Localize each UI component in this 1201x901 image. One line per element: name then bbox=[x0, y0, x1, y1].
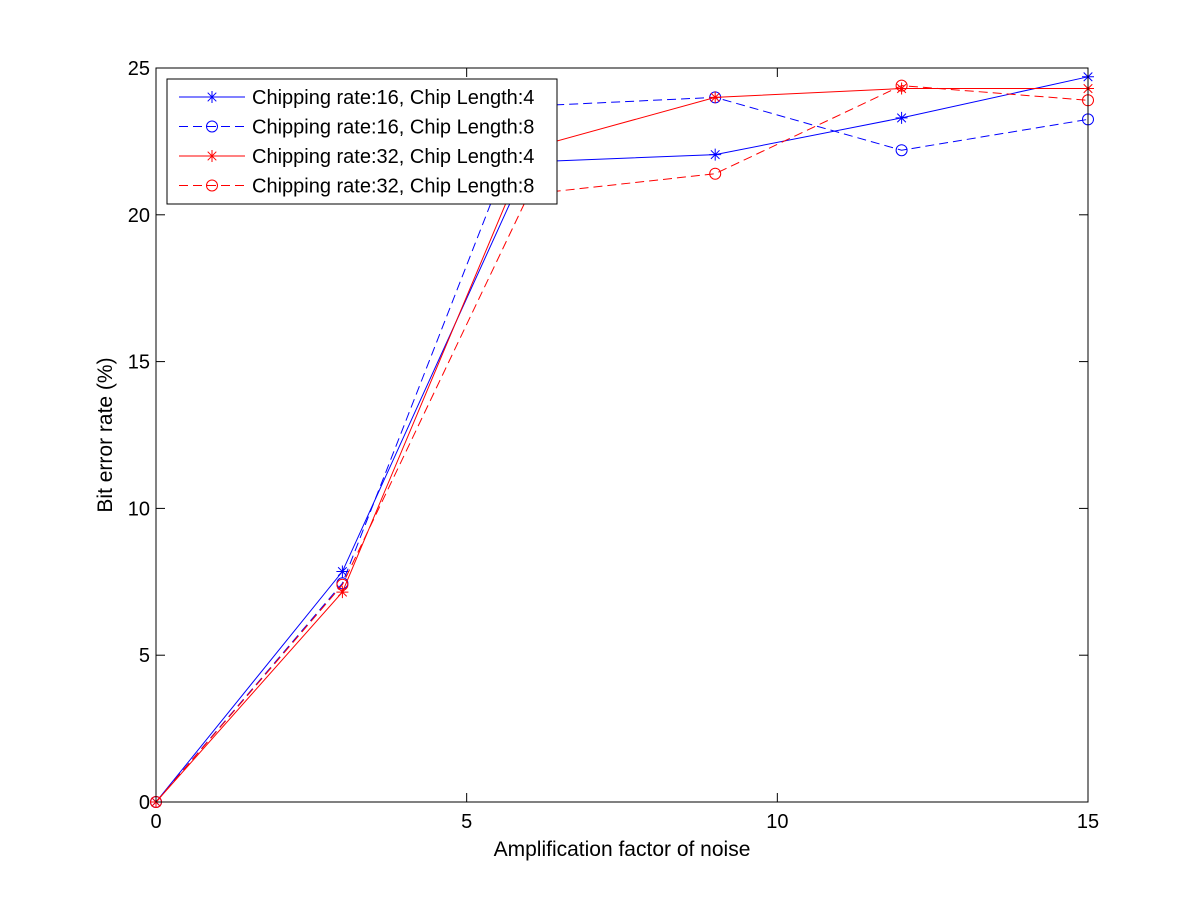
legend-item: Chipping rate:16, Chip Length:4 bbox=[179, 87, 534, 109]
x-axis-label: Amplification factor of noise bbox=[494, 838, 751, 861]
series-4-point bbox=[709, 167, 722, 180]
series-1-line bbox=[155, 76, 1089, 803]
series-3-line bbox=[155, 88, 1088, 803]
series-3-point bbox=[895, 82, 908, 95]
legend-label: Chipping rate:32, Chip Length:8 bbox=[252, 176, 534, 198]
y-tick-label: 20 bbox=[128, 205, 150, 227]
x-tick-label: 10 bbox=[766, 811, 788, 833]
y-axis-label: Bit error rate (%) bbox=[94, 357, 117, 512]
y-tick-label: 25 bbox=[128, 58, 150, 80]
series-1-point bbox=[336, 565, 349, 578]
y-tick-label: 0 bbox=[139, 792, 150, 814]
legend-label: Chipping rate:16, Chip Length:4 bbox=[252, 87, 534, 109]
legend-item: Chipping rate:16, Chip Length:8 bbox=[179, 117, 534, 139]
legend-item: Chipping rate:32, Chip Length:8 bbox=[179, 176, 534, 198]
series-2-line bbox=[155, 96, 1089, 803]
legend: Chipping rate:16, Chip Length:4 Chipping … bbox=[166, 78, 558, 205]
legend-label: Chipping rate:16, Chip Length:8 bbox=[252, 117, 534, 139]
series-1-point bbox=[895, 111, 908, 124]
y-tick-label: 5 bbox=[139, 645, 150, 667]
legend-item: Chipping rate:32, Chip Length:4 bbox=[179, 146, 534, 168]
legend-marker bbox=[206, 91, 218, 103]
series-4-line bbox=[155, 85, 1089, 803]
y-tick-label: 10 bbox=[128, 498, 150, 520]
legend-marker bbox=[206, 179, 218, 192]
legend-box bbox=[166, 78, 558, 205]
series-2-point bbox=[895, 144, 908, 157]
x-tick-label: 0 bbox=[150, 811, 161, 833]
series-3-point bbox=[336, 586, 349, 599]
series-1-point bbox=[709, 148, 722, 161]
series-4-point bbox=[336, 578, 349, 591]
legend-marker bbox=[206, 120, 218, 133]
series-3-point bbox=[709, 91, 722, 104]
legend-marker bbox=[206, 150, 218, 162]
y-tick-label: 15 bbox=[128, 352, 150, 374]
ticks-layer: 0 5 10 15 0 5 10 15 20 25 bbox=[128, 58, 1099, 833]
series-4-point bbox=[895, 79, 908, 92]
axes-box bbox=[155, 67, 1089, 803]
x-tick-label: 5 bbox=[461, 811, 472, 833]
x-tick-label: 15 bbox=[1077, 811, 1099, 833]
legend-label: Chipping rate:32, Chip Length:4 bbox=[252, 146, 534, 168]
series-layer bbox=[150, 70, 1094, 808]
